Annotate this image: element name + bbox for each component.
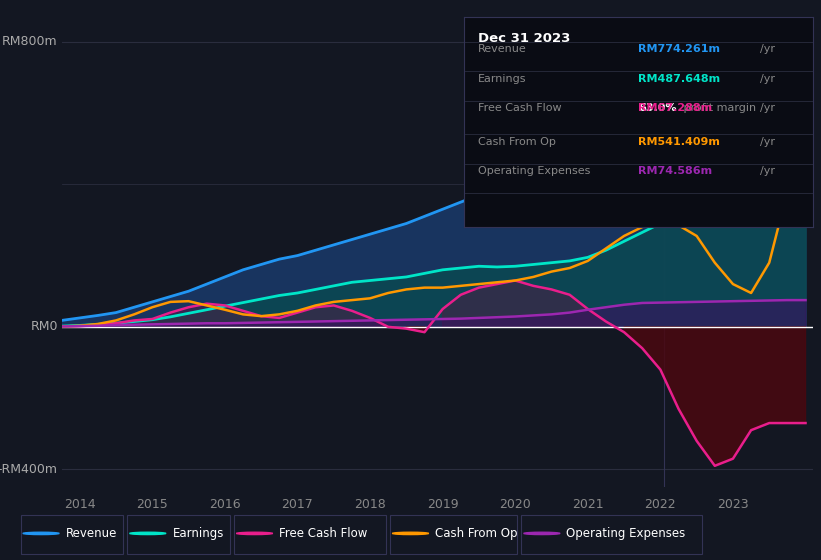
Bar [390,515,517,554]
Text: Dec 31 2023: Dec 31 2023 [478,31,571,44]
Text: Earnings: Earnings [478,73,526,83]
Text: 63.0%: 63.0% [639,103,677,113]
Text: Free Cash Flow: Free Cash Flow [478,103,562,113]
Text: Free Cash Flow: Free Cash Flow [279,527,368,540]
Bar [234,515,386,554]
Text: RM0: RM0 [30,320,57,333]
Circle shape [392,532,429,535]
Text: Cash From Op: Cash From Op [478,137,556,147]
Bar [21,515,123,554]
Text: RM774.261m: RM774.261m [639,44,720,54]
Circle shape [23,532,59,535]
Text: -RM400m: -RM400m [0,463,57,476]
Text: RM487.648m: RM487.648m [639,73,721,83]
Text: Cash From Op: Cash From Op [435,527,517,540]
Circle shape [130,532,166,535]
Text: /yr: /yr [760,44,776,54]
Text: Revenue: Revenue [66,527,117,540]
Text: /yr: /yr [760,166,776,176]
Text: profit margin: profit margin [680,103,756,113]
Text: RM74.586m: RM74.586m [639,166,713,176]
Text: /yr: /yr [760,137,776,147]
Circle shape [524,532,560,535]
Circle shape [236,532,273,535]
Text: /yr: /yr [760,73,776,83]
Bar [521,515,702,554]
Text: RM541.409m: RM541.409m [639,137,720,147]
Text: Revenue: Revenue [478,44,526,54]
Text: /yr: /yr [760,103,776,113]
Text: RM800m: RM800m [2,35,57,48]
Text: Operating Expenses: Operating Expenses [566,527,686,540]
Text: Earnings: Earnings [172,527,224,540]
Text: RM67.288m: RM67.288m [639,103,713,113]
Bar [127,515,230,554]
Text: Operating Expenses: Operating Expenses [478,166,590,176]
